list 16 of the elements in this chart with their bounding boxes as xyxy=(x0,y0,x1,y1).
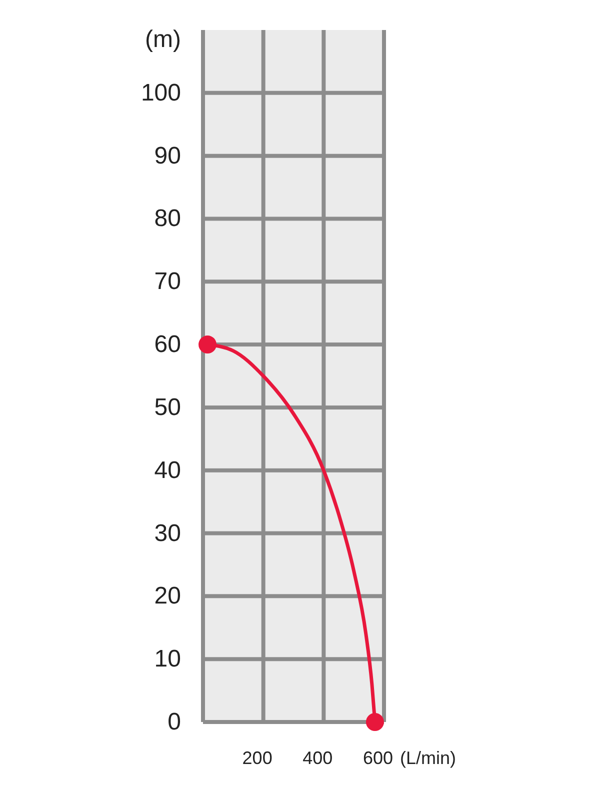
x-axis-title: (L/min) xyxy=(400,748,456,768)
y-tick-label: 20 xyxy=(154,582,181,610)
x-tick-label: 200 xyxy=(242,748,272,768)
x-tick-label: 400 xyxy=(302,748,333,768)
y-tick-label: 50 xyxy=(154,394,181,421)
y-tick-label: 10 xyxy=(154,646,181,673)
y-tick-label: 100 xyxy=(140,79,181,106)
y-tick-label: 90 xyxy=(154,142,181,170)
y-axis-title: (m) xyxy=(145,26,181,53)
y-tick-label: 80 xyxy=(154,205,181,232)
y-tick-label: 30 xyxy=(154,520,181,547)
y-tick-label: 70 xyxy=(154,268,181,296)
y-tick-label: 40 xyxy=(154,456,181,484)
x-tick-label: 600 xyxy=(362,748,394,768)
y-tick-label: 0 xyxy=(168,708,181,736)
y-tick-label: 60 xyxy=(154,331,181,358)
